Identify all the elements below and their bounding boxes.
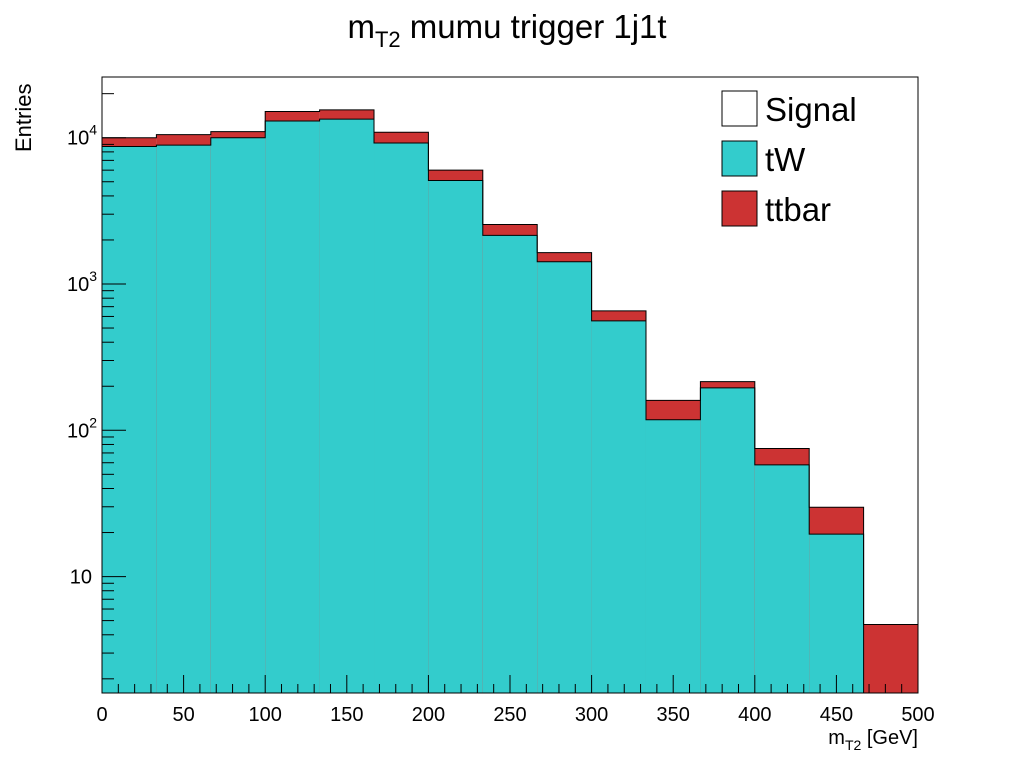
- bar-tw: [591, 320, 646, 693]
- x-tick-label: 350: [657, 704, 690, 726]
- x-axis-label: mT2 [GeV]: [828, 727, 918, 753]
- legend: Signal tW ttbar: [721, 90, 857, 228]
- plot-frame: [101, 76, 919, 694]
- bar-tw: [537, 261, 592, 693]
- bar-tw: [265, 121, 320, 693]
- outline-tw: [101, 118, 918, 694]
- y-axis-ticks: 10 102 103 104: [67, 93, 126, 680]
- y-tick-label: 103: [67, 268, 97, 296]
- x-tick-label: 200: [412, 704, 445, 726]
- bar-tw: [319, 119, 375, 694]
- x-axis-label-subscript: T2: [845, 737, 862, 753]
- bar-ttbar: [863, 624, 918, 693]
- y-tick-label: 102: [67, 414, 97, 442]
- x-tick-label: 300: [575, 704, 608, 726]
- y-tick-label: 10: [70, 567, 92, 589]
- bar-tw: [700, 387, 755, 693]
- x-tick-label: 500: [901, 704, 934, 726]
- bar-tw: [102, 146, 157, 693]
- x-tick-label: 0: [96, 704, 107, 726]
- legend-label-signal: Signal: [765, 91, 857, 128]
- bar-tw: [210, 137, 266, 694]
- legend-label-ttbar: ttbar: [765, 191, 831, 228]
- x-axis-ticks: 0 50 100 150 200 250 300 350 400 450 500: [96, 675, 935, 726]
- x-tick-label: 150: [330, 704, 363, 726]
- chart-title-subscript: T2: [375, 27, 401, 52]
- x-tick-label: 450: [820, 704, 853, 726]
- bar-tw: [428, 180, 483, 693]
- outline-ttbar: [101, 109, 919, 693]
- legend-swatch-tw: [721, 140, 758, 177]
- legend-swatch-ttbar: [721, 190, 758, 227]
- x-tick-label: 250: [493, 704, 526, 726]
- legend-label-tw: tW: [765, 141, 806, 178]
- histogram-bars: [101, 109, 919, 694]
- bar-tw: [754, 464, 810, 693]
- x-tick-label: 50: [172, 704, 194, 726]
- chart-title: mT2 mumu trigger 1j1t: [347, 8, 666, 52]
- bar-tw: [374, 143, 429, 694]
- bar-tw: [809, 534, 864, 693]
- x-tick-label: 100: [249, 704, 282, 726]
- y-axis-label: Entries: [11, 84, 36, 152]
- x-tick-label: 400: [738, 704, 771, 726]
- bar-tw: [645, 419, 701, 693]
- bar-tw: [156, 145, 211, 693]
- legend-swatch-signal: [721, 90, 758, 127]
- y-tick-label: 104: [67, 122, 97, 150]
- bar-tw: [482, 235, 538, 693]
